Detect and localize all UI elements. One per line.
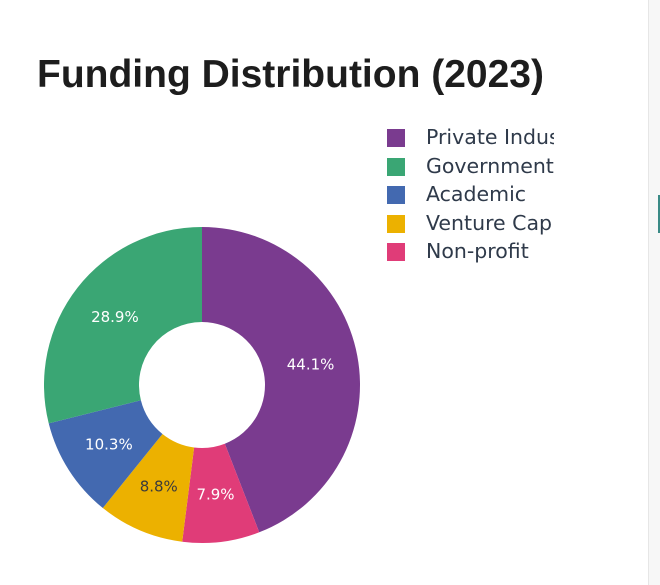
legend-label: Venture Capital (426, 210, 554, 235)
legend-item[interactable]: Government (384, 153, 554, 182)
slice-data-label: 7.9% (196, 486, 234, 504)
legend-item[interactable]: Academic (384, 181, 554, 210)
side-scroll-panel (648, 0, 660, 585)
donut-slice[interactable] (182, 443, 260, 543)
side-panel-accent (658, 195, 660, 233)
slice-data-label: 8.8% (140, 478, 178, 496)
legend-item[interactable]: Private Industry (384, 124, 554, 153)
slice-data-label: 28.9% (91, 308, 139, 326)
legend-item[interactable]: Non-profit (384, 238, 554, 267)
legend-label: Academic (426, 182, 527, 206)
legend-label: Private Industry (426, 125, 554, 149)
donut-slice[interactable] (48, 400, 163, 508)
legend-swatch (387, 129, 405, 147)
donut-slice[interactable] (202, 227, 360, 533)
donut-slice[interactable] (102, 434, 195, 542)
slice-data-label: 10.3% (85, 436, 133, 454)
legend-label: Non-profit (426, 239, 529, 263)
slice-data-label: 44.1% (287, 356, 335, 374)
legend-swatch (387, 214, 405, 233)
legend-swatch (387, 243, 405, 261)
legend-swatch (387, 157, 405, 176)
legend-swatch (387, 186, 405, 204)
legend-label: Government (426, 153, 554, 178)
chart-title: Funding Distribution (2023) (37, 55, 544, 96)
chart-legend: Private Industry Government Academic Ventur… (384, 124, 554, 267)
legend-item[interactable]: Venture Capital (384, 210, 554, 239)
donut-slice[interactable] (44, 227, 203, 424)
title-container: Funding Distribution (2023) (0, 55, 571, 105)
